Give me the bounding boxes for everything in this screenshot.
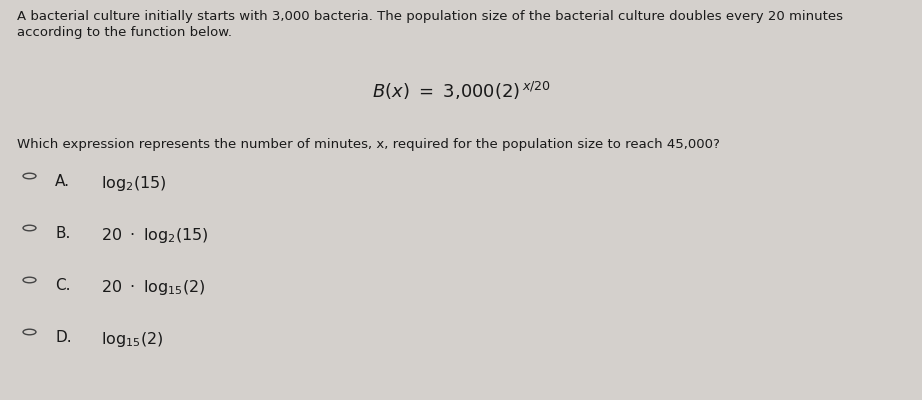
Text: $\mathrm{log}_{15}(2)$: $\mathrm{log}_{15}(2)$ bbox=[101, 330, 164, 349]
Text: D.: D. bbox=[55, 330, 72, 345]
Text: $20\ \cdot\ \mathrm{log}_{2}(15)$: $20\ \cdot\ \mathrm{log}_{2}(15)$ bbox=[101, 226, 209, 245]
Text: $B(x)\ =\ 3{,}000(2)^{\,x/20}$: $B(x)\ =\ 3{,}000(2)^{\,x/20}$ bbox=[372, 80, 550, 102]
Text: $\mathrm{log}_{2}(15)$: $\mathrm{log}_{2}(15)$ bbox=[101, 174, 167, 193]
Text: A bacterial culture initially starts with 3,000 bacteria. The population size of: A bacterial culture initially starts wit… bbox=[17, 10, 843, 23]
Text: Which expression represents the number of minutes, x, required for the populatio: Which expression represents the number o… bbox=[17, 138, 719, 151]
Text: B.: B. bbox=[55, 226, 71, 241]
Text: according to the function below.: according to the function below. bbox=[17, 26, 231, 39]
Text: C.: C. bbox=[55, 278, 71, 293]
Text: A.: A. bbox=[55, 174, 70, 189]
Text: $20\ \cdot\ \mathrm{log}_{15}(2)$: $20\ \cdot\ \mathrm{log}_{15}(2)$ bbox=[101, 278, 206, 297]
